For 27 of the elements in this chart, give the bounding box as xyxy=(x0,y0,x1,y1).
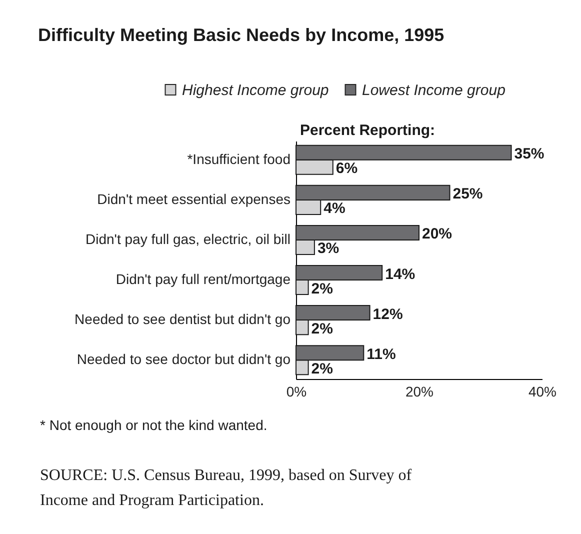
legend-label: Lowest Income group xyxy=(362,82,506,99)
source-note: SOURCE: U.S. Census Bureau, 1999, based on Survey of Income and Program Participation. xyxy=(40,467,412,509)
data-label: 4% xyxy=(324,200,346,218)
data-label: 14% xyxy=(385,266,416,283)
legend-label: Highest Income group xyxy=(182,82,329,99)
x-tick-label: 0% xyxy=(286,384,307,400)
x-tick-label: 40% xyxy=(528,384,557,400)
text: * Not enough or not the kind wanted. xyxy=(40,417,268,433)
data-label: 25% xyxy=(452,186,483,203)
x-tick-label: 20% xyxy=(405,384,434,400)
data-label: 3% xyxy=(317,240,340,258)
y-tick-label: Didn't pay full gas, electric, oil bill xyxy=(86,230,290,247)
y-tick-label: Needed to see dentist but didn't go xyxy=(74,311,291,328)
x-axis-title: Percent Reporting: xyxy=(300,122,436,139)
data-label: 2% xyxy=(311,280,333,298)
data-label: 6% xyxy=(336,160,358,178)
data-label: 2% xyxy=(311,320,333,338)
y-tick-label: Needed to see doctor but didn't go xyxy=(76,351,291,368)
data-label: 35% xyxy=(514,146,544,163)
y-tick-label: Didn't meet essential expenses xyxy=(97,190,290,207)
data-label: 20% xyxy=(422,226,452,243)
chart-title: Difficulty Meeting Basic Needs by Income, 1995 xyxy=(38,25,444,45)
y-tick-label: *Insufficient food xyxy=(187,150,290,167)
data-label: 12% xyxy=(372,306,403,323)
y-tick-label: Didn't pay full rent/mortgage xyxy=(116,271,291,288)
data-label: 2% xyxy=(311,360,333,378)
data-label: 11% xyxy=(366,346,396,363)
